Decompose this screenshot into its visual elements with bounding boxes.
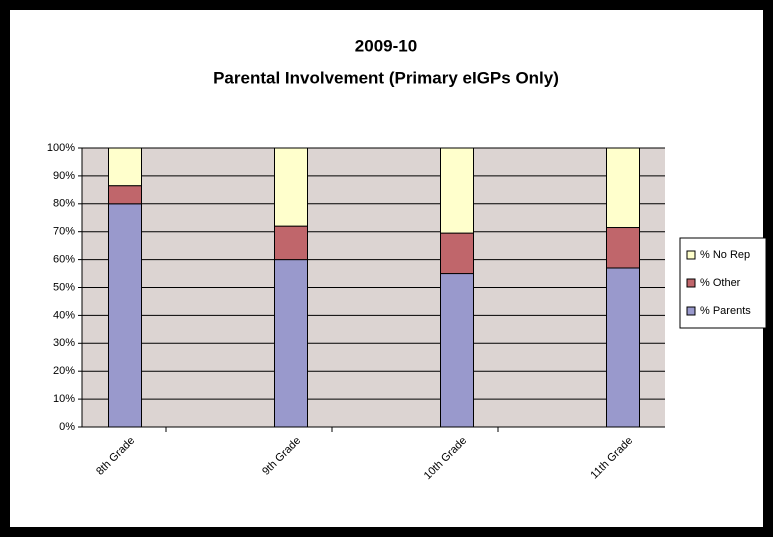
- legend-label: % Other: [700, 277, 741, 289]
- y-tick-label: 50%: [53, 281, 75, 293]
- bar-segment: [108, 147, 142, 187]
- y-tick-label: 10%: [53, 393, 75, 405]
- y-tick-label: 100%: [47, 142, 75, 154]
- bar-segment: [274, 225, 308, 261]
- y-tick-label: 0%: [59, 421, 75, 433]
- bar-segment: [606, 147, 640, 229]
- y-tick-label: 70%: [53, 226, 75, 238]
- bar-segment: [274, 259, 308, 428]
- chart-title: 2009-10: [355, 36, 417, 55]
- bar-segment: [440, 273, 474, 428]
- bar-segment: [440, 232, 474, 275]
- y-tick-label: 80%: [53, 198, 75, 210]
- y-tick-label: 20%: [53, 365, 75, 377]
- y-tick-label: 60%: [53, 254, 75, 266]
- bar-segment: [274, 147, 308, 227]
- bar-segment: [108, 203, 142, 428]
- legend-swatch: [686, 250, 696, 260]
- y-tick-label: 40%: [53, 309, 75, 321]
- y-tick-label: 90%: [53, 170, 75, 182]
- legend-swatch: [686, 278, 696, 288]
- bar-segment: [606, 227, 640, 269]
- bar-segment: [108, 185, 142, 205]
- legend-label: % Parents: [700, 305, 751, 317]
- bar-segment: [606, 267, 640, 428]
- bar-segment: [440, 147, 474, 234]
- legend-swatch: [686, 306, 696, 316]
- chart-subtitle: Parental Involvement (Primary eIGPs Only…: [213, 68, 559, 87]
- legend-label: % No Rep: [700, 249, 750, 261]
- y-tick-label: 30%: [53, 337, 75, 349]
